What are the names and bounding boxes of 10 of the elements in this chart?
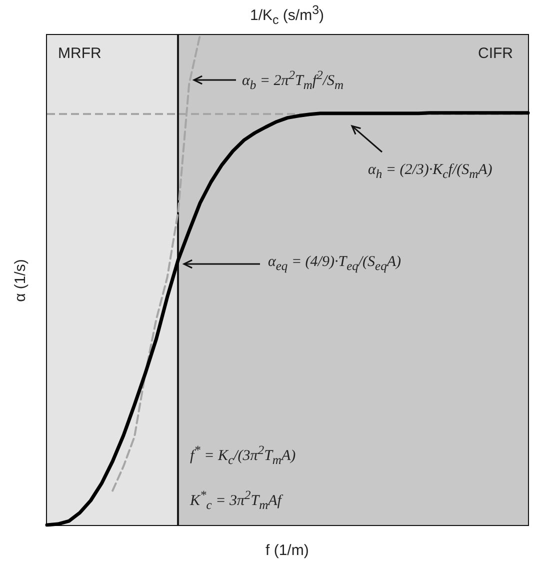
text: α$_{b}$ = 2π$^{2}$T$_{m}$f$^{2}$/S$_{m}$ bbox=[242, 68, 344, 92]
y-axis-title: α (1/s) bbox=[11, 258, 28, 302]
annotation: MRFR bbox=[58, 44, 102, 62]
text: f$^{*}$ = K$_{c}$/(3π$^{2}$T$_{m}$A) bbox=[190, 443, 296, 467]
annotation: α$_{eq}$ = (4/9)·T$_{eq}$/(S$_{eq}$A) bbox=[268, 253, 402, 275]
x2-axis-title: 1/K$_{c}$ (s/m$^{3}$) bbox=[250, 3, 324, 27]
annotation: α$_{h}$ = (2/3)·K$_{c}$f/(S$_{m}$A) bbox=[368, 161, 492, 183]
x-axis-title: f (1/m) bbox=[266, 542, 309, 558]
annotation: CIFR bbox=[478, 44, 513, 62]
annotation: K$^{*}$$_{c}$ = 3π$^{2}$T$_{m}$Af bbox=[190, 487, 282, 514]
